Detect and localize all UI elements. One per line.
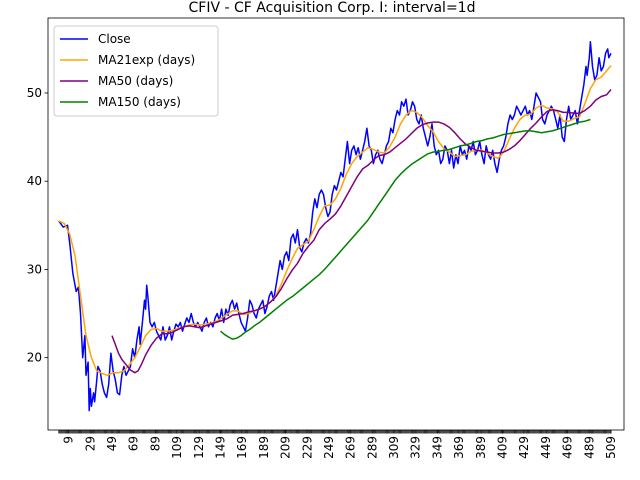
chart-title: CFIV - CF Acquisition Corp. I: interval=… bbox=[189, 0, 476, 16]
x-tick-label: 49 bbox=[105, 436, 119, 451]
x-tick-label: 169 bbox=[235, 436, 249, 459]
legend-box bbox=[53, 25, 219, 117]
legend-label-1: MA21exp (days) bbox=[98, 53, 195, 67]
x-tick-label: 349 bbox=[430, 436, 444, 459]
y-tick-label: 30 bbox=[27, 262, 42, 276]
x-tick-label: 9 bbox=[62, 436, 76, 444]
x-tick-label: 209 bbox=[279, 436, 293, 459]
axes-frame bbox=[47, 17, 625, 431]
y-tick-label: 20 bbox=[27, 351, 42, 365]
series-line-0 bbox=[58, 41, 612, 412]
x-tick-label: 369 bbox=[452, 436, 466, 459]
x-tick-label: 109 bbox=[170, 436, 184, 459]
x-tick-label: 149 bbox=[214, 436, 228, 459]
series-line-3 bbox=[220, 118, 591, 340]
plot-area: 9 29 49 69 89 109 129 149 169 189 209 229 249 269 289 3… bbox=[27, 17, 625, 459]
x-tick-label: 309 bbox=[387, 436, 401, 459]
x-tick-label: 489 bbox=[582, 436, 596, 459]
x-tick-label: 229 bbox=[300, 436, 314, 459]
series-line-1 bbox=[58, 65, 612, 377]
x-tick-label: 509 bbox=[604, 436, 618, 459]
x-tick-label: 249 bbox=[322, 436, 336, 459]
x-tick-label: 449 bbox=[539, 436, 553, 459]
x-tick-label: 429 bbox=[517, 436, 531, 459]
x-tick-label: 89 bbox=[148, 436, 162, 451]
y-tick-label: 50 bbox=[27, 86, 42, 100]
legend-label-2: MA50 (days) bbox=[98, 74, 173, 88]
x-tick-label: 289 bbox=[365, 436, 379, 459]
series-line-2 bbox=[111, 89, 612, 374]
x-tick-label: 189 bbox=[257, 436, 271, 459]
x-tick-label: 69 bbox=[127, 436, 141, 451]
x-tick-label: 409 bbox=[496, 436, 510, 459]
x-tick-label: 269 bbox=[344, 436, 358, 459]
x-tick-label: 129 bbox=[192, 436, 206, 459]
x-tick-label: 389 bbox=[474, 436, 488, 459]
legend-label-3: MA150 (days) bbox=[98, 95, 181, 109]
x-tick-label: 329 bbox=[409, 436, 423, 459]
legend-label-0: Close bbox=[98, 32, 131, 46]
y-tick-label: 40 bbox=[27, 174, 42, 188]
x-tick-label: 29 bbox=[83, 436, 97, 451]
x-tick-label: 469 bbox=[561, 436, 575, 459]
